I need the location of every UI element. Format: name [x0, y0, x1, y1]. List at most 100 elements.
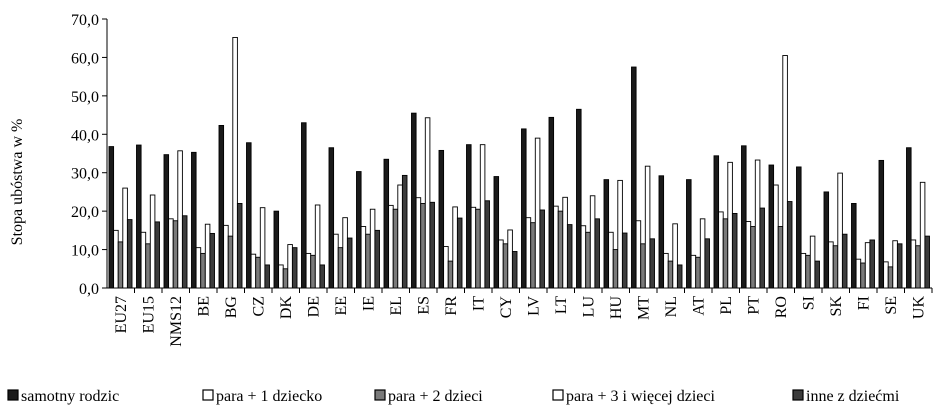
bar-LU-3 [589, 195, 596, 289]
bar-LU-4 [594, 218, 600, 289]
bar-DE-2 [310, 254, 316, 289]
bar-DE-4 [319, 264, 325, 289]
bar-NMS12-2 [172, 220, 179, 289]
bar-LT-1 [553, 205, 559, 289]
bar-ES-4 [429, 201, 435, 289]
bar-SI-1 [800, 252, 807, 289]
bar-AT-1 [690, 254, 697, 289]
bar-HU-2 [612, 249, 619, 289]
legend-swatch-2 [374, 389, 386, 401]
bar-CY-3 [507, 229, 513, 289]
bar-EL-4 [401, 174, 408, 289]
bar-LV-1 [525, 217, 532, 289]
bar-UK-0 [906, 147, 912, 289]
bar-UK-2 [915, 245, 921, 289]
bar-EE-2 [337, 247, 344, 289]
bar-MT-3 [644, 165, 651, 289]
x-axis: EU27 EU15 NMS12 BE BG CZ DK DE EE IE EL ES FR IT CY LV L… [107, 287, 933, 347]
legend-swatch-3 [552, 389, 564, 401]
bar-BE-2 [200, 252, 206, 289]
legend-swatch-1 [202, 389, 214, 401]
bar-RO-1 [773, 184, 779, 289]
bar-NL-2 [667, 260, 674, 289]
bar-CZ-2 [255, 256, 261, 289]
legend-label-3: para + 3 i więcej dzieci [566, 388, 716, 405]
bar-BG-4 [236, 203, 243, 289]
bar-MT-0 [631, 66, 637, 289]
bar-SE-0 [878, 159, 885, 289]
bar-AT-2 [695, 256, 701, 289]
x-tick-label: LU [580, 296, 597, 318]
bar-SK-4 [841, 233, 848, 289]
x-tick-label: HU [608, 296, 625, 320]
x-tick-label: PT [745, 296, 762, 315]
y-tick-label: 70,0 [71, 12, 99, 29]
bar-CZ-0 [246, 142, 252, 289]
bar-DK-2 [282, 268, 289, 289]
legend-label-2: para + 2 dzieci [388, 388, 483, 405]
bar-EU15-2 [145, 243, 151, 289]
bar-PT-0 [741, 145, 747, 289]
bar-AT-0 [686, 179, 692, 289]
x-tick-label: AT [690, 296, 707, 316]
bar-FI-0 [851, 203, 857, 289]
bar-DE-0 [301, 122, 307, 289]
x-tick-label: NL [663, 296, 680, 317]
bar-RO-0 [768, 164, 775, 289]
bar-NMS12-4 [181, 215, 188, 289]
bar-EU27-2 [117, 241, 124, 289]
y-tick-label: 10,0 [71, 243, 99, 260]
x-tick-label: IT [470, 296, 487, 311]
bar-LV-2 [530, 222, 536, 289]
bar-NL-4 [676, 264, 683, 289]
y-tick-label: 50,0 [71, 89, 99, 106]
bar-UK-4 [924, 235, 930, 289]
x-tick-label: BE [195, 296, 212, 316]
bar-CZ-1 [250, 253, 257, 289]
bar-LU-0 [576, 108, 582, 289]
bar-CY-4 [511, 251, 518, 289]
x-tick-label: PL [718, 296, 735, 315]
y-tick-label: 60,0 [71, 50, 99, 67]
x-tick-label: DE [305, 296, 322, 317]
bar-LT-2 [557, 210, 564, 289]
bar-MT-2 [640, 243, 646, 289]
bar-PL-3 [727, 161, 733, 289]
x-tick-label: RO [773, 296, 790, 318]
bar-PL-0 [713, 155, 720, 289]
bar-LV-0 [521, 128, 527, 289]
bar-IE-1 [360, 226, 367, 289]
bar-IT-0 [466, 144, 472, 289]
bar-NMS12-0 [163, 154, 170, 289]
bar-BG-3 [232, 36, 238, 289]
bar-HU-1 [608, 231, 614, 289]
x-tick-label: CZ [250, 296, 267, 316]
bar-IE-4 [374, 229, 380, 289]
x-tick-label: DK [278, 296, 295, 320]
x-tick-label: CY [498, 296, 515, 319]
y-axis: 0,0 10,0 20,0 30,0 40,0 50,0 60,0 70,0 [71, 12, 108, 298]
bar-FR-4 [456, 217, 463, 289]
bar-DK-4 [291, 247, 298, 289]
bar-BG-2 [227, 235, 234, 289]
bar-RO-2 [777, 226, 784, 289]
bar-UK-1 [910, 239, 917, 289]
bar-EE-3 [342, 217, 348, 289]
x-tick-label: SK [828, 296, 845, 317]
x-tick-label: FI [855, 296, 872, 310]
bar-EU15-1 [140, 231, 147, 289]
bar-LT-0 [548, 116, 555, 289]
bar-IT-2 [475, 208, 481, 289]
bar-DK-3 [287, 244, 293, 289]
bar-SE-3 [892, 240, 898, 289]
bar-SK-0 [823, 191, 830, 289]
bar-NL-1 [663, 252, 669, 289]
bar-AT-3 [699, 218, 706, 289]
x-tick-label: UK [910, 296, 927, 320]
bar-IE-2 [365, 233, 371, 289]
bar-SK-2 [832, 245, 839, 289]
bar-IT-1 [470, 206, 477, 289]
bar-SK-3 [837, 172, 843, 289]
bar-NL-3 [672, 223, 678, 289]
